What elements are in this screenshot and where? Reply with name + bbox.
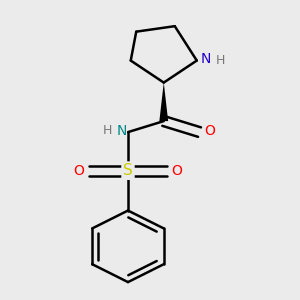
Text: O: O xyxy=(172,164,182,178)
Text: S: S xyxy=(123,163,133,178)
Text: O: O xyxy=(205,124,215,138)
Text: H: H xyxy=(103,124,112,137)
Text: N: N xyxy=(201,52,211,66)
Text: N: N xyxy=(116,124,127,138)
Polygon shape xyxy=(159,82,168,121)
Text: O: O xyxy=(74,164,85,178)
Text: H: H xyxy=(215,54,225,67)
